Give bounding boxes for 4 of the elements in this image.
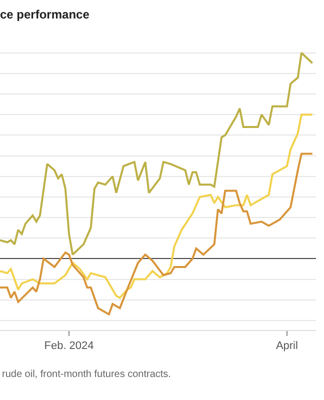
- chart-title: ce performance: [0, 7, 90, 22]
- x-tick-label: Feb. 2024: [44, 340, 94, 352]
- x-tick-label: April: [276, 340, 298, 352]
- text: rude oil, front-month futures contracts.: [2, 369, 171, 380]
